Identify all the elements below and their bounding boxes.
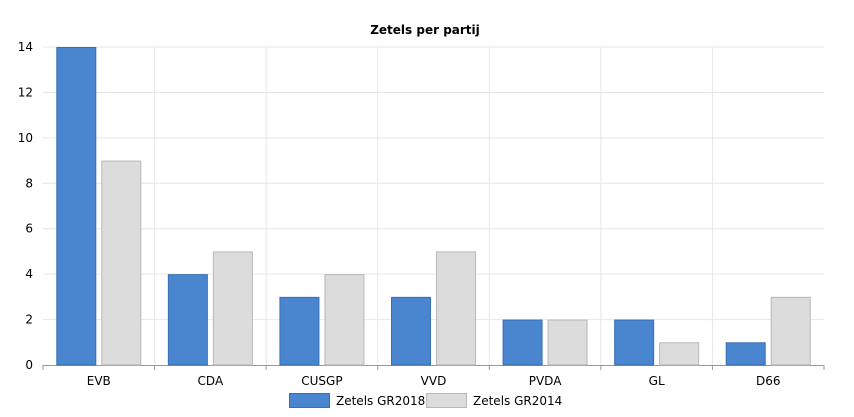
y-tick-label: 0 (25, 358, 33, 372)
bar-gr2018-d66 (725, 342, 766, 366)
bar-gr2018-evb (56, 47, 97, 366)
bar-gr2014-cusgp (324, 274, 365, 366)
y-tick-label: 14 (18, 40, 33, 54)
y-tick-label: 4 (25, 267, 33, 281)
legend-label: Zetels GR2014 (473, 394, 562, 408)
legend-swatch (426, 393, 467, 408)
chart-title: Zetels per partij (370, 23, 480, 37)
bar-gr2014-pvda (547, 319, 588, 366)
legend-label: Zetels GR2018 (336, 394, 425, 408)
x-tick-label: VVD (421, 374, 447, 388)
x-tick-label: CDA (198, 374, 224, 388)
x-tick-label: CUSGP (301, 374, 342, 388)
bar-gr2018-cda (167, 274, 208, 366)
y-tick-label: 2 (25, 313, 33, 327)
legend-swatch (289, 393, 330, 408)
y-tick-label: 12 (18, 85, 33, 99)
legend: Zetels GR2018 Zetels GR2014 (289, 393, 562, 408)
axes: 0 2 4 6 8 10 12 14 EVB CDA CUSGP VVD PVDA GL D66 (18, 40, 825, 388)
bar-gr2014-gl (659, 342, 700, 366)
y-tick-label: 8 (25, 176, 33, 190)
bar-gr2014-cda (212, 251, 253, 366)
bar-gr2018-pvda (502, 319, 543, 366)
x-tick-label: PVDA (529, 374, 562, 388)
bar-gr2014-evb (101, 160, 142, 366)
bars (56, 47, 811, 366)
x-tick-label: D66 (756, 374, 781, 388)
bar-gr2014-d66 (770, 296, 811, 366)
bar-gr2018-gl (614, 319, 655, 366)
bar-gr2018-vvd (391, 296, 431, 366)
x-tick-label: GL (649, 374, 665, 388)
y-tick-label: 6 (25, 222, 33, 236)
grid (43, 46, 824, 365)
y-tick-label: 10 (18, 131, 33, 145)
bar-gr2018-cusgp (279, 296, 320, 366)
x-tick-label: EVB (87, 374, 111, 388)
bar-gr2014-vvd (436, 251, 476, 366)
